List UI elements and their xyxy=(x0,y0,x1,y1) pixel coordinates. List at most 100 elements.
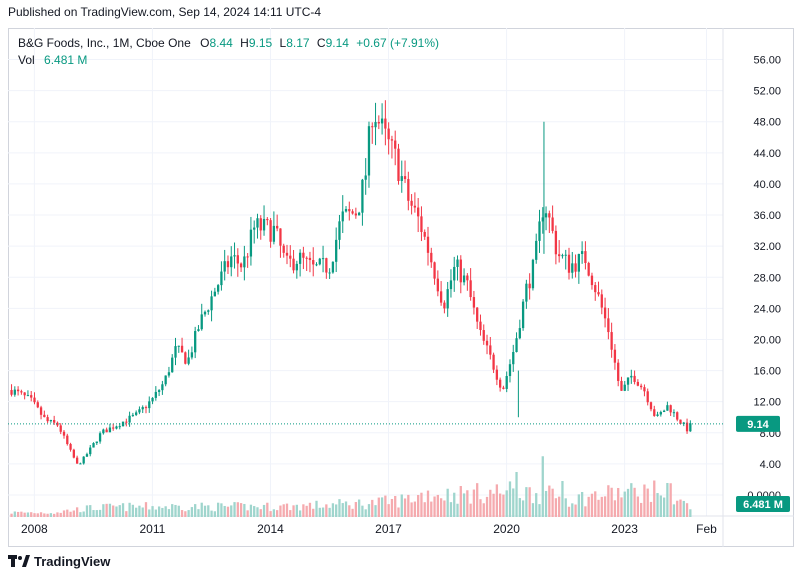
candle-body xyxy=(128,415,131,423)
volume-bar xyxy=(207,505,210,517)
candle-body xyxy=(249,229,253,257)
volume-bar xyxy=(82,511,85,517)
candle-body xyxy=(285,252,289,256)
candle-body xyxy=(220,271,223,286)
tradingview-footer[interactable]: TradingView xyxy=(8,552,110,570)
volume-bar xyxy=(554,498,558,517)
candle-body xyxy=(610,332,613,350)
candle-body xyxy=(216,285,220,292)
volume-bar xyxy=(505,490,508,517)
candle-body xyxy=(548,213,551,218)
volume-bar xyxy=(197,509,200,517)
candle-body xyxy=(223,261,226,272)
volume-bar xyxy=(348,505,351,517)
volume-bar xyxy=(551,488,554,517)
published-note: Published on TradingView.com, Sep 14, 20… xyxy=(8,5,322,19)
volume-bar xyxy=(144,502,148,517)
candle-body xyxy=(459,259,462,283)
volume-bar xyxy=(571,503,574,517)
candle-body xyxy=(413,205,417,208)
volume-bar xyxy=(613,500,617,517)
volume-bar xyxy=(138,505,141,517)
candle-body xyxy=(571,263,574,273)
volume-label: Vol xyxy=(18,53,35,67)
candle-body xyxy=(157,390,161,392)
candle-body xyxy=(256,218,259,228)
volume-bar xyxy=(62,510,66,517)
volume-bar xyxy=(16,511,20,517)
price-tick-label: 48.00 xyxy=(753,117,781,129)
candle-body xyxy=(512,352,515,365)
candle-body xyxy=(226,261,230,268)
last-price-label: 9.14 xyxy=(747,419,769,431)
volume-bar xyxy=(351,508,354,517)
candle-body xyxy=(167,372,171,376)
candle-body xyxy=(633,375,636,382)
volume-bar xyxy=(92,510,95,517)
price-tick-label: 24.00 xyxy=(753,303,781,315)
price-tick-label: 40.00 xyxy=(753,179,781,191)
candle-body xyxy=(371,126,374,128)
volume-bar xyxy=(161,507,164,517)
candle-body xyxy=(420,216,423,232)
price-tick-label: 56.00 xyxy=(753,55,781,67)
volume-bar xyxy=(141,507,144,517)
candle-body xyxy=(308,257,312,261)
volume-bar xyxy=(525,487,528,517)
volume-bar xyxy=(177,505,180,517)
candle-body xyxy=(131,414,135,416)
candle-body xyxy=(394,140,397,149)
volume-bar xyxy=(541,456,544,517)
volume-bar xyxy=(653,480,656,517)
volume-bar xyxy=(276,510,279,517)
candle-body xyxy=(561,255,564,257)
candle-body xyxy=(30,395,33,398)
high-value: 9.15 xyxy=(248,36,273,50)
volume-bar xyxy=(357,499,361,517)
volume-bar xyxy=(528,487,531,517)
candle-body xyxy=(59,425,62,432)
time-tick-label: 2023 xyxy=(611,522,638,536)
candle-body xyxy=(685,422,689,432)
candle-body xyxy=(485,340,489,346)
volume-bar xyxy=(239,503,243,517)
candle-body xyxy=(410,200,413,206)
candle-body xyxy=(20,391,23,393)
volume-bar xyxy=(282,504,285,517)
price-tick-label: 28.00 xyxy=(753,272,781,284)
candle-body xyxy=(135,412,138,415)
volume-bar xyxy=(564,498,567,517)
candle-body xyxy=(659,412,662,415)
volume-bar xyxy=(384,495,387,517)
volume-bar xyxy=(462,493,466,517)
volume-bar xyxy=(46,513,49,517)
volume-bar xyxy=(446,488,449,517)
volume-bar xyxy=(220,503,223,517)
volume-bar xyxy=(649,501,653,517)
volume-bar xyxy=(482,503,485,517)
volume-bar xyxy=(108,503,112,517)
price-chart[interactable]: 0.00004.008.0012.0016.0020.0024.0028.003… xyxy=(8,28,794,547)
candle-body xyxy=(351,211,354,214)
candle-body xyxy=(597,292,600,295)
volume-bar xyxy=(53,513,56,517)
volume-bar xyxy=(216,502,220,517)
candle-body xyxy=(515,338,518,353)
candle-body xyxy=(682,422,685,424)
candle-body xyxy=(33,397,36,403)
volume-bar xyxy=(79,512,82,517)
candle-body xyxy=(623,384,626,391)
volume-bar xyxy=(213,511,217,517)
candle-body xyxy=(105,429,108,433)
candle-body xyxy=(656,414,659,416)
candle-body xyxy=(433,262,436,279)
volume-bar xyxy=(75,507,79,517)
volume-bar xyxy=(620,497,623,517)
volume-bar xyxy=(312,508,315,517)
candle-body xyxy=(262,218,266,231)
candle-body xyxy=(508,364,512,377)
volume-bar xyxy=(180,510,184,517)
candle-body xyxy=(439,291,443,303)
volume-bar xyxy=(344,501,348,517)
volume-bar xyxy=(210,510,213,517)
